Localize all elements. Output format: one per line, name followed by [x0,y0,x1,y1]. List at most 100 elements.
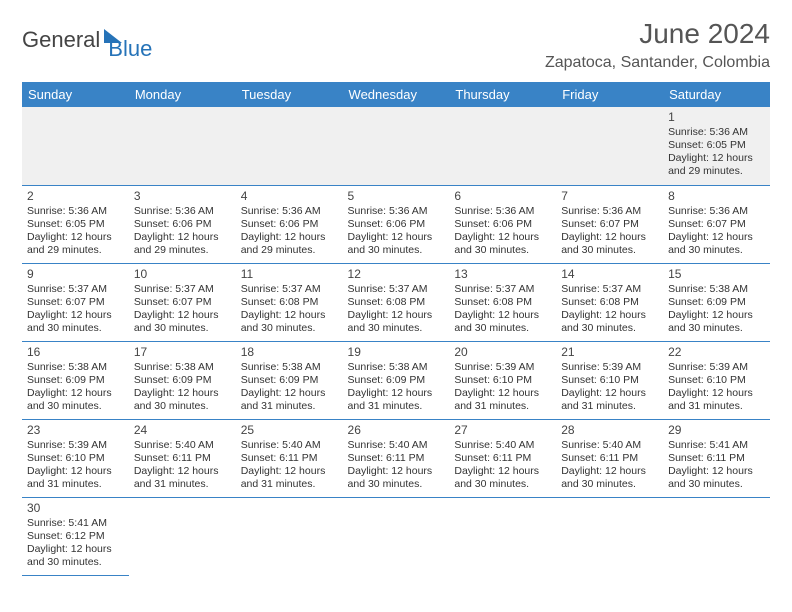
cell-daylight1: Daylight: 12 hours [241,309,338,322]
cell-daylight2: and 30 minutes. [241,322,338,335]
cell-daylight1: Daylight: 12 hours [668,152,765,165]
cell-daylight2: and 30 minutes. [668,322,765,335]
calendar-cell: 20Sunrise: 5:39 AMSunset: 6:10 PMDayligh… [449,341,556,419]
cell-daylight2: and 31 minutes. [241,400,338,413]
cell-daylight1: Daylight: 12 hours [668,309,765,322]
cell-daylight2: and 29 minutes. [134,244,231,257]
cell-daylight2: and 30 minutes. [561,322,658,335]
cell-sunset: Sunset: 6:10 PM [668,374,765,387]
logo-text-general: General [22,27,100,53]
cell-sunrise: Sunrise: 5:36 AM [668,205,765,218]
day-number: 17 [134,345,231,360]
weekday-header: Monday [129,82,236,107]
cell-daylight1: Daylight: 12 hours [27,387,124,400]
cell-daylight1: Daylight: 12 hours [668,387,765,400]
calendar-cell: 28Sunrise: 5:40 AMSunset: 6:11 PMDayligh… [556,419,663,497]
cell-sunrise: Sunrise: 5:38 AM [241,361,338,374]
cell-daylight2: and 30 minutes. [454,244,551,257]
cell-sunrise: Sunrise: 5:40 AM [454,439,551,452]
cell-daylight1: Daylight: 12 hours [561,309,658,322]
day-number: 4 [241,189,338,204]
cell-sunrise: Sunrise: 5:40 AM [134,439,231,452]
calendar-row: 1Sunrise: 5:36 AMSunset: 6:05 PMDaylight… [22,107,770,185]
cell-daylight1: Daylight: 12 hours [27,231,124,244]
day-number: 11 [241,267,338,282]
cell-daylight1: Daylight: 12 hours [134,231,231,244]
day-number: 26 [348,423,445,438]
day-number: 16 [27,345,124,360]
day-number: 13 [454,267,551,282]
calendar-cell: 8Sunrise: 5:36 AMSunset: 6:07 PMDaylight… [663,185,770,263]
weekday-header: Thursday [449,82,556,107]
cell-daylight2: and 30 minutes. [27,322,124,335]
cell-daylight1: Daylight: 12 hours [454,387,551,400]
cell-sunrise: Sunrise: 5:40 AM [241,439,338,452]
calendar-cell [449,497,556,575]
day-number: 12 [348,267,445,282]
cell-daylight1: Daylight: 12 hours [134,309,231,322]
cell-daylight1: Daylight: 12 hours [241,231,338,244]
title-block: June 2024 Zapatoca, Santander, Colombia [545,18,770,72]
calendar-cell [663,497,770,575]
cell-daylight2: and 30 minutes. [668,478,765,491]
calendar-cell: 14Sunrise: 5:37 AMSunset: 6:08 PMDayligh… [556,263,663,341]
cell-sunrise: Sunrise: 5:38 AM [134,361,231,374]
cell-sunset: Sunset: 6:08 PM [561,296,658,309]
weekday-header: Sunday [22,82,129,107]
calendar-cell: 22Sunrise: 5:39 AMSunset: 6:10 PMDayligh… [663,341,770,419]
calendar-cell: 27Sunrise: 5:40 AMSunset: 6:11 PMDayligh… [449,419,556,497]
cell-sunrise: Sunrise: 5:38 AM [348,361,445,374]
cell-sunset: Sunset: 6:07 PM [561,218,658,231]
cell-daylight1: Daylight: 12 hours [348,465,445,478]
cell-sunset: Sunset: 6:11 PM [454,452,551,465]
cell-daylight2: and 30 minutes. [348,244,445,257]
cell-daylight2: and 29 minutes. [668,165,765,178]
calendar-cell: 5Sunrise: 5:36 AMSunset: 6:06 PMDaylight… [343,185,450,263]
day-number: 2 [27,189,124,204]
cell-daylight1: Daylight: 12 hours [348,309,445,322]
calendar-cell: 12Sunrise: 5:37 AMSunset: 6:08 PMDayligh… [343,263,450,341]
cell-daylight1: Daylight: 12 hours [668,231,765,244]
cell-daylight2: and 30 minutes. [561,478,658,491]
cell-daylight2: and 31 minutes. [134,478,231,491]
cell-sunrise: Sunrise: 5:36 AM [27,205,124,218]
calendar-row: 16Sunrise: 5:38 AMSunset: 6:09 PMDayligh… [22,341,770,419]
day-number: 15 [668,267,765,282]
cell-sunrise: Sunrise: 5:36 AM [561,205,658,218]
cell-sunset: Sunset: 6:10 PM [27,452,124,465]
weekday-header: Tuesday [236,82,343,107]
calendar-row: 23Sunrise: 5:39 AMSunset: 6:10 PMDayligh… [22,419,770,497]
cell-daylight2: and 29 minutes. [27,244,124,257]
cell-sunset: Sunset: 6:10 PM [454,374,551,387]
cell-sunset: Sunset: 6:11 PM [348,452,445,465]
calendar-cell: 21Sunrise: 5:39 AMSunset: 6:10 PMDayligh… [556,341,663,419]
cell-sunset: Sunset: 6:05 PM [668,139,765,152]
calendar-cell [129,497,236,575]
calendar-cell: 4Sunrise: 5:36 AMSunset: 6:06 PMDaylight… [236,185,343,263]
cell-sunrise: Sunrise: 5:37 AM [134,283,231,296]
weekday-header: Saturday [663,82,770,107]
cell-sunset: Sunset: 6:12 PM [27,530,124,543]
calendar-cell [556,497,663,575]
cell-sunset: Sunset: 6:05 PM [27,218,124,231]
day-number: 28 [561,423,658,438]
day-number: 7 [561,189,658,204]
cell-daylight2: and 31 minutes. [454,400,551,413]
cell-daylight1: Daylight: 12 hours [561,231,658,244]
cell-sunset: Sunset: 6:10 PM [561,374,658,387]
calendar-cell: 16Sunrise: 5:38 AMSunset: 6:09 PMDayligh… [22,341,129,419]
header: General Blue June 2024 Zapatoca, Santand… [22,18,770,72]
day-number: 14 [561,267,658,282]
cell-daylight1: Daylight: 12 hours [561,465,658,478]
day-number: 20 [454,345,551,360]
calendar-body: 1Sunrise: 5:36 AMSunset: 6:05 PMDaylight… [22,107,770,575]
calendar-cell: 10Sunrise: 5:37 AMSunset: 6:07 PMDayligh… [129,263,236,341]
cell-sunset: Sunset: 6:11 PM [134,452,231,465]
cell-sunrise: Sunrise: 5:40 AM [561,439,658,452]
cell-daylight1: Daylight: 12 hours [241,387,338,400]
cell-sunset: Sunset: 6:11 PM [668,452,765,465]
cell-daylight2: and 30 minutes. [348,322,445,335]
calendar-cell: 25Sunrise: 5:40 AMSunset: 6:11 PMDayligh… [236,419,343,497]
cell-daylight1: Daylight: 12 hours [27,309,124,322]
cell-daylight2: and 31 minutes. [348,400,445,413]
